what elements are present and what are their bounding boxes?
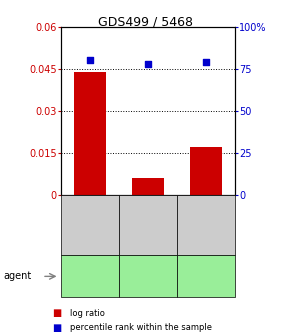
Text: IFNg: IFNg <box>79 271 101 281</box>
Text: TNFa: TNFa <box>136 271 160 281</box>
Point <box>88 58 92 63</box>
Bar <box>190 147 222 195</box>
Bar <box>74 72 106 195</box>
Point <box>146 61 150 67</box>
Text: ■: ■ <box>52 323 61 333</box>
Text: GDS499 / 5468: GDS499 / 5468 <box>97 15 193 28</box>
Text: GSM8755: GSM8755 <box>143 205 153 245</box>
Text: agent: agent <box>3 271 31 281</box>
Bar <box>132 178 164 195</box>
Point <box>204 59 208 65</box>
Text: IL4: IL4 <box>199 271 213 281</box>
Text: GSM8750: GSM8750 <box>85 205 95 245</box>
Text: GSM8760: GSM8760 <box>201 205 211 245</box>
Text: percentile rank within the sample: percentile rank within the sample <box>70 323 212 332</box>
Text: log ratio: log ratio <box>70 309 104 318</box>
Text: ■: ■ <box>52 308 61 318</box>
